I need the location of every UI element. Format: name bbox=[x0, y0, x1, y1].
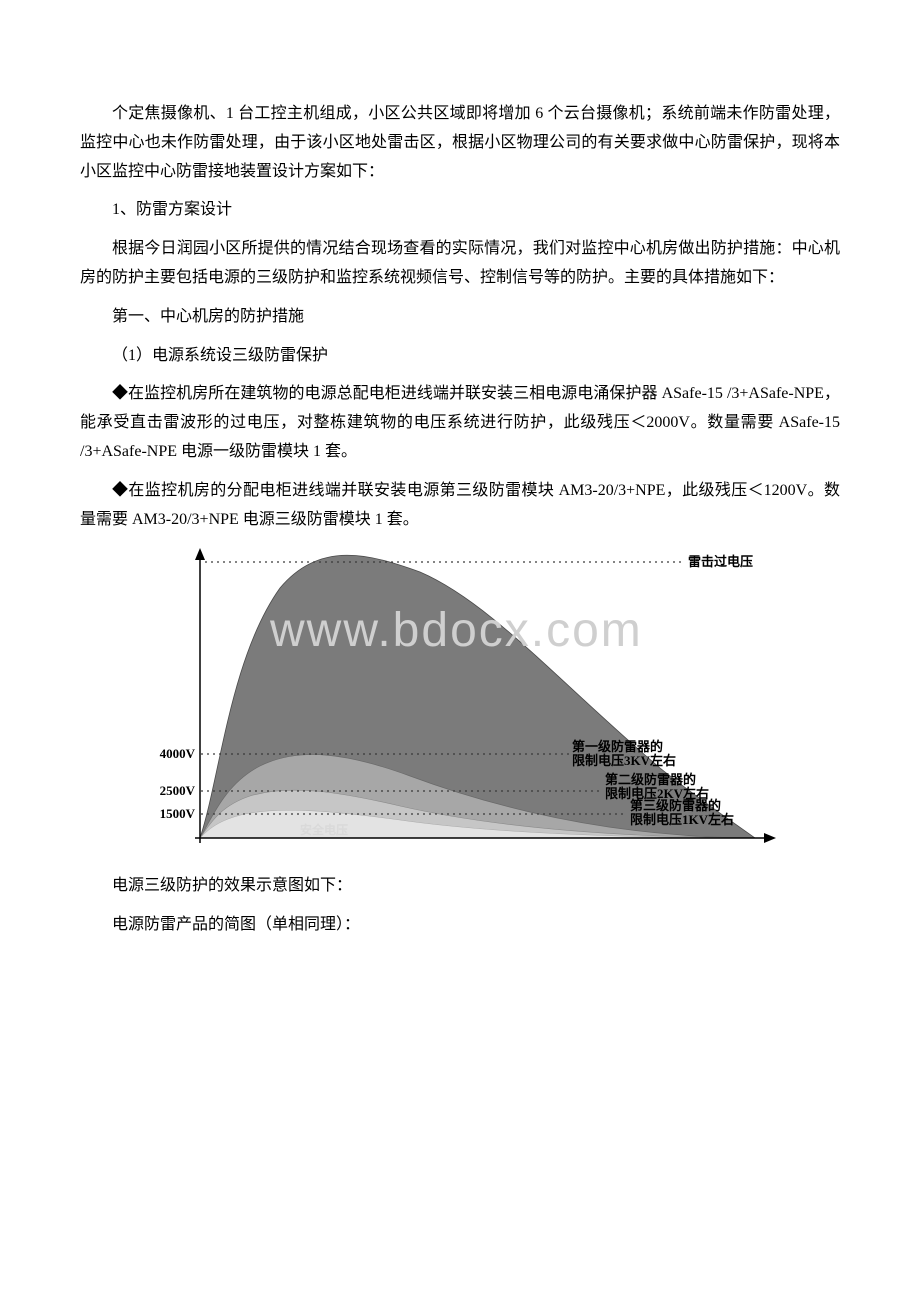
svg-text:1500V: 1500V bbox=[160, 806, 196, 821]
paragraph-overview: 根据今日润园小区所提供的情况结合现场查看的实际情况，我们对监控中心机房做出防护措… bbox=[80, 235, 840, 293]
svg-text:限制电压3KV左右: 限制电压3KV左右 bbox=[572, 753, 676, 768]
caption-1: 电源三级防护的效果示意图如下： bbox=[80, 872, 840, 901]
svg-text:4000V: 4000V bbox=[160, 746, 196, 761]
item-1: （1）电源系统设三级防雷保护 bbox=[80, 342, 840, 371]
surge-voltage-chart: www.bdocx.com 1500V 2500V 4000V 雷击过电压第一级防雷器的… bbox=[80, 548, 840, 858]
subsection-heading-1: 第一、中心机房的防护措施 bbox=[80, 303, 840, 332]
svg-text:限制电压1KV左右: 限制电压1KV左右 bbox=[630, 812, 734, 827]
svg-text:2500V: 2500V bbox=[160, 783, 196, 798]
bullet-1: ◆在监控机房所在建筑物的电源总配电柜进线端并联安装三相电源电涌保护器 ASafe… bbox=[80, 380, 840, 466]
section-heading-1: 1、防雷方案设计 bbox=[80, 196, 840, 225]
bullet-2: ◆在监控机房的分配电柜进线端并联安装电源第三级防雷模块 AM3-20/3+NPE… bbox=[80, 477, 840, 535]
svg-text:雷击过电压: 雷击过电压 bbox=[688, 554, 753, 569]
caption-2: 电源防雷产品的简图（单相同理）： bbox=[80, 911, 840, 940]
svg-text:第一级防雷器的: 第一级防雷器的 bbox=[572, 739, 663, 754]
svg-text:www.bdocx.com: www.bdocx.com bbox=[269, 604, 643, 657]
surge-chart-svg: www.bdocx.com 1500V 2500V 4000V 雷击过电压第一级防雷器的… bbox=[140, 548, 780, 858]
svg-text:第二级防雷器的: 第二级防雷器的 bbox=[605, 772, 696, 787]
svg-text:安全电压: 安全电压 bbox=[300, 822, 348, 837]
svg-text:第三级防雷器的: 第三级防雷器的 bbox=[630, 798, 721, 813]
paragraph-intro: 个定焦摄像机、1 台工控主机组成，小区公共区域即将增加 6 个云台摄像机；系统前… bbox=[80, 100, 840, 186]
